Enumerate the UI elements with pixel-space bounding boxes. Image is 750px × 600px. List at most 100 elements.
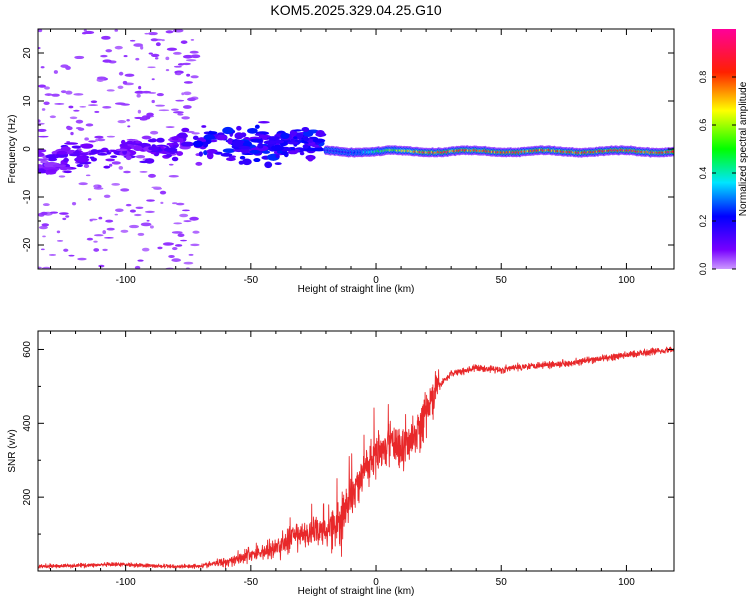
spectrogram-noise-speckle bbox=[118, 165, 124, 170]
spectrogram-cluster-blob bbox=[302, 144, 309, 149]
spectrogram-noise-speckle bbox=[163, 242, 175, 246]
spectrogram-noise-speckle bbox=[102, 230, 107, 235]
spectrogram-band-blob bbox=[60, 146, 71, 152]
spectrogram-band-blob bbox=[110, 155, 118, 159]
colorbar-tick-label: 0.0 bbox=[698, 263, 708, 276]
spectrogram-marks bbox=[38, 29, 674, 269]
spectrogram-band-blob bbox=[163, 147, 178, 152]
spectrogram-noise-speckle bbox=[172, 51, 182, 55]
spectrogram-band-blob bbox=[171, 156, 179, 162]
spectrogram-noise-speckle bbox=[83, 164, 90, 169]
spectrogram-band-blob bbox=[133, 145, 143, 152]
spectrogram-cluster-blob bbox=[301, 126, 310, 133]
spectrogram-noise-speckle bbox=[126, 119, 130, 122]
spectrogram-band-blob bbox=[126, 140, 134, 144]
spectrogram-ytick-label: -10 bbox=[22, 189, 33, 204]
spectrogram-noise-speckle bbox=[148, 31, 158, 36]
spectrogram-band-blob bbox=[103, 165, 111, 169]
spectrogram-cluster-blob bbox=[220, 152, 233, 157]
spectrogram-cluster-blob bbox=[236, 125, 242, 131]
spectrogram-noise-speckle bbox=[94, 110, 100, 114]
spectrogram-band-blob bbox=[156, 137, 165, 143]
spectrogram-noise-speckle bbox=[117, 119, 127, 124]
spectrogram-noise-speckle bbox=[141, 247, 150, 252]
spectrogram-noise-speckle bbox=[170, 108, 179, 111]
snr-frame bbox=[37, 330, 675, 572]
spectrogram-noise-speckle bbox=[168, 174, 179, 178]
spectrogram-cluster-blob bbox=[266, 136, 281, 141]
spectrogram-noise-speckle bbox=[89, 218, 98, 221]
spectrogram-noise-speckle bbox=[74, 55, 85, 60]
spectrogram-noise-speckle bbox=[186, 73, 191, 77]
spectrogram-cluster-blob bbox=[192, 140, 204, 148]
snr-axes: -100 -50 0 50 100 200 400 600 bbox=[22, 331, 674, 588]
spectrogram-band-blob bbox=[115, 148, 128, 152]
snr-ytick-label: 600 bbox=[22, 341, 33, 358]
spectrogram-band-blob bbox=[110, 149, 117, 153]
spectrogram-noise-speckle bbox=[56, 240, 64, 242]
spectrogram-noise-speckle bbox=[191, 132, 200, 135]
spectrogram-cluster-blob bbox=[303, 136, 309, 142]
spectrogram-ytick-label: 0 bbox=[22, 146, 33, 152]
snr-ytick-label: 200 bbox=[22, 488, 33, 505]
spectrogram-noise-speckle bbox=[59, 212, 69, 215]
spectrogram-cluster-blob bbox=[287, 150, 298, 155]
spectrogram-noise-speckle bbox=[84, 137, 89, 141]
spectrogram-band-blob bbox=[63, 157, 69, 163]
spectrogram-band-blob bbox=[135, 140, 141, 144]
spectrogram-noise-speckle bbox=[137, 232, 145, 236]
spectrogram-band-blob bbox=[80, 143, 94, 149]
spectrogram-noise-speckle bbox=[60, 90, 67, 94]
spectrogram-noise-speckle bbox=[87, 198, 92, 201]
spectrogram-ytick-label: -20 bbox=[22, 237, 33, 252]
spectrogram-noise-speckle bbox=[129, 209, 137, 213]
spectrogram-noise-speckle bbox=[165, 56, 170, 61]
spectrogram-noise-speckle bbox=[73, 109, 80, 112]
spectrogram-noise-speckle bbox=[123, 55, 128, 58]
spectrogram-xtick-label: 100 bbox=[618, 275, 635, 286]
spectrogram-noise-speckle bbox=[40, 211, 48, 216]
spectrogram-noise-speckle bbox=[141, 90, 152, 94]
spectrogram-noise-speckle bbox=[144, 210, 155, 213]
spectrogram-noise-speckle bbox=[41, 223, 50, 227]
spectrogram-noise-speckle bbox=[186, 130, 195, 134]
spectrogram-noise-speckle bbox=[69, 116, 78, 120]
spectrogram-noise-speckle bbox=[173, 65, 182, 68]
spectrogram-noise-speckle bbox=[151, 99, 155, 104]
spectrogram-noise-speckle bbox=[78, 182, 88, 186]
spectrogram-noise-speckle bbox=[172, 247, 178, 251]
spectrogram-band-blob bbox=[76, 163, 83, 168]
spectrogram-noise-speckle bbox=[44, 93, 53, 96]
spectrogram-cluster-blob bbox=[274, 139, 285, 144]
spectrogram-noise-speckle bbox=[49, 211, 59, 214]
spectrogram-cluster-blob bbox=[263, 140, 277, 145]
spectrogram-noise-speckle bbox=[42, 203, 50, 207]
spectrogram-noise-speckle bbox=[48, 254, 57, 256]
spectrogram-noise-speckle bbox=[68, 105, 74, 109]
spectrogram-cluster-blob bbox=[222, 148, 236, 154]
spectrogram-noise-speckle bbox=[71, 201, 77, 206]
spectrogram-noise-speckle bbox=[56, 230, 61, 234]
spectrogram-noise-speckle bbox=[79, 106, 87, 108]
spectrogram-noise-speckle bbox=[156, 93, 164, 97]
spectrogram-noise-speckle bbox=[155, 42, 161, 47]
spectrogram-cluster-blob bbox=[262, 150, 271, 154]
spectrogram-noise-speckle bbox=[188, 253, 194, 256]
spectrogram-band-blob bbox=[148, 146, 160, 151]
spectrogram-noise-speckle bbox=[157, 246, 163, 250]
spectrogram-cluster-blob bbox=[249, 149, 261, 154]
spectrogram-xtick-label: -100 bbox=[116, 275, 136, 286]
spectrogram-noise-speckle bbox=[38, 84, 47, 88]
spectrogram-noise-speckle bbox=[62, 217, 67, 221]
spectrogram-noise-speckle bbox=[177, 113, 184, 116]
spectrogram-noise-speckle bbox=[133, 43, 144, 47]
spectrogram-noise-speckle bbox=[181, 116, 190, 120]
spectrogram-noise-speckle bbox=[106, 89, 115, 92]
spectrogram-noise-speckle bbox=[160, 201, 164, 204]
spectrogram-noise-speckle bbox=[96, 76, 107, 80]
spectrogram-cluster-blob bbox=[215, 134, 228, 141]
spectrogram-noise-speckle bbox=[190, 38, 195, 41]
spectrogram-noise-speckle bbox=[94, 135, 104, 139]
spectrogram-noise-speckle bbox=[181, 92, 185, 96]
spectrogram-noise-speckle bbox=[85, 174, 91, 177]
